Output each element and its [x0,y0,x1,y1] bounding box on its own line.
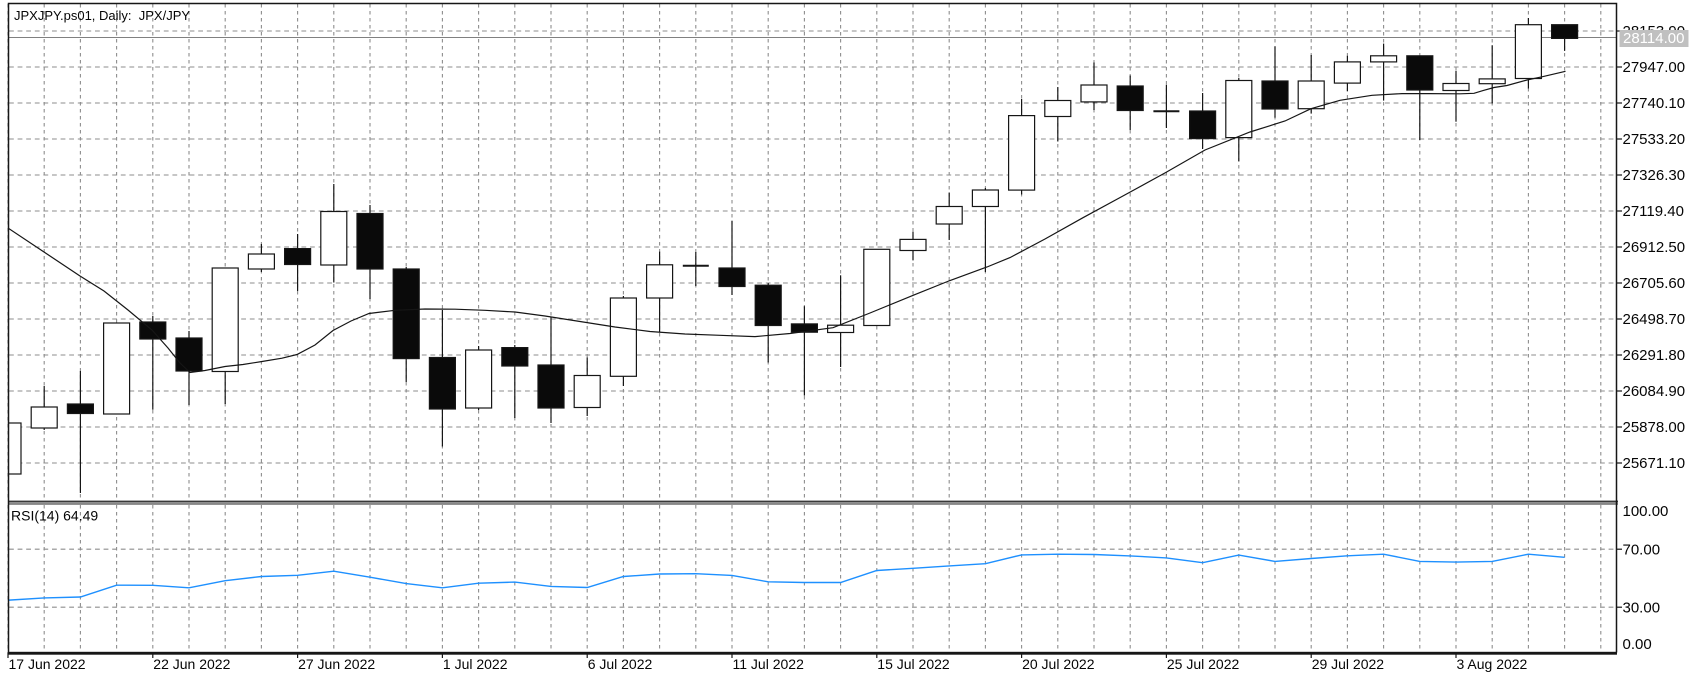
svg-text:JPXJPY.ps01, Daily: JPX/JPY: JPXJPY.ps01, Daily: JPX/JPY [14,8,190,23]
svg-text:25 Jul 2022: 25 Jul 2022 [1167,656,1240,672]
svg-text:RSI(14) 64.49: RSI(14) 64.49 [11,508,98,524]
svg-text:11 Jul 2022: 11 Jul 2022 [733,656,805,672]
svg-text:27740.10: 27740.10 [1623,95,1686,112]
svg-text:100.00: 100.00 [1623,503,1669,520]
svg-text:1 Jul 2022: 1 Jul 2022 [443,656,508,672]
svg-text:22 Jun 2022: 22 Jun 2022 [153,656,230,672]
svg-text:25878.00: 25878.00 [1623,419,1686,436]
svg-text:26912.50: 26912.50 [1623,239,1686,256]
svg-text:26498.70: 26498.70 [1623,311,1686,328]
svg-text:15 Jul 2022: 15 Jul 2022 [877,656,950,672]
svg-text:25671.10: 25671.10 [1623,455,1686,472]
svg-text:27326.30: 27326.30 [1623,167,1686,184]
svg-text:70.00: 70.00 [1623,541,1661,558]
svg-text:27 Jun 2022: 27 Jun 2022 [298,656,375,672]
svg-text:0.00: 0.00 [1623,636,1652,653]
svg-text:17 Jun 2022: 17 Jun 2022 [9,656,86,672]
svg-text:27533.20: 27533.20 [1623,131,1686,148]
svg-text:30.00: 30.00 [1623,599,1661,616]
svg-text:28114.00: 28114.00 [1623,30,1684,47]
svg-text:6 Jul 2022: 6 Jul 2022 [588,656,653,672]
svg-text:20 Jul 2022: 20 Jul 2022 [1022,656,1095,672]
svg-text:3 Aug 2022: 3 Aug 2022 [1457,656,1528,672]
svg-text:26291.80: 26291.80 [1623,347,1686,364]
svg-text:26084.90: 26084.90 [1623,383,1686,400]
svg-text:27119.40: 27119.40 [1623,203,1684,220]
svg-text:26705.60: 26705.60 [1623,275,1686,292]
svg-text:29 Jul 2022: 29 Jul 2022 [1312,656,1385,672]
svg-text:27947.00: 27947.00 [1623,59,1686,76]
